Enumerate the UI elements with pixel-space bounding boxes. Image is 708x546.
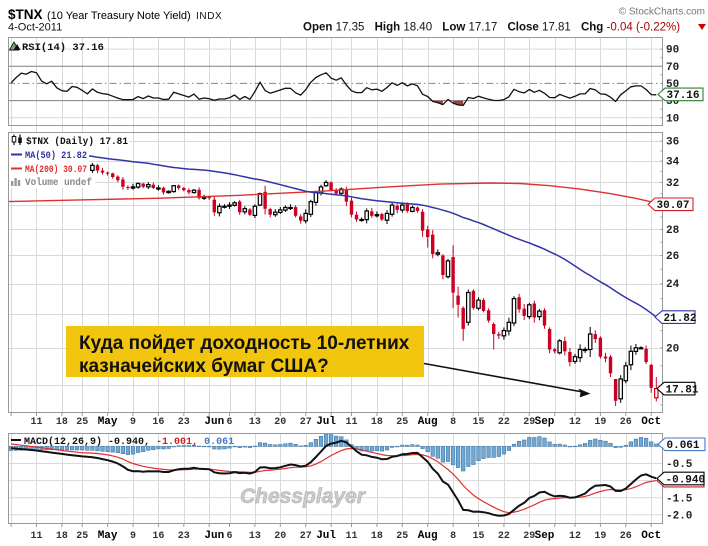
svg-text:23: 23 xyxy=(178,531,190,542)
svg-text:MA(50) 21.82: MA(50) 21.82 xyxy=(25,150,87,162)
svg-text:16: 16 xyxy=(152,417,164,428)
svg-text:32: 32 xyxy=(666,178,679,190)
svg-text:(10 Year Treasury Note Yield): (10 Year Treasury Note Yield) xyxy=(47,10,191,22)
svg-text:Jun: Jun xyxy=(204,416,224,428)
svg-text:-0.940: -0.940 xyxy=(666,474,706,486)
svg-text:25: 25 xyxy=(76,531,88,542)
svg-text:20: 20 xyxy=(274,531,286,542)
svg-text:90: 90 xyxy=(666,45,679,57)
svg-text:29: 29 xyxy=(523,417,535,428)
svg-text:Chessplayer: Chessplayer xyxy=(240,485,367,508)
svg-text:18: 18 xyxy=(371,531,383,542)
svg-text:9: 9 xyxy=(130,417,136,428)
svg-text:казначейских бумаг США?: казначейских бумаг США? xyxy=(79,356,329,377)
svg-text:11: 11 xyxy=(345,531,357,542)
svg-text:11: 11 xyxy=(345,417,357,428)
svg-text:13: 13 xyxy=(249,417,261,428)
svg-text:0.061: 0.061 xyxy=(667,440,700,452)
svg-text:Jul: Jul xyxy=(316,416,336,428)
svg-text:18: 18 xyxy=(56,531,68,542)
svg-text:Jul: Jul xyxy=(316,530,336,542)
svg-text:RSI(14) 37.16: RSI(14) 37.16 xyxy=(22,42,104,54)
svg-text:Куда пойдет доходность 10-летн: Куда пойдет доходность 10-летних xyxy=(79,333,410,354)
svg-text:70: 70 xyxy=(666,62,679,74)
svg-text:17.81: 17.81 xyxy=(666,384,699,396)
svg-text:29: 29 xyxy=(523,531,535,542)
svg-text:23: 23 xyxy=(178,417,190,428)
svg-text:Sep: Sep xyxy=(535,416,555,428)
svg-text:Aug: Aug xyxy=(418,530,438,542)
svg-text:Aug: Aug xyxy=(418,416,438,428)
svg-text:May: May xyxy=(98,530,118,542)
svg-text:Sep: Sep xyxy=(535,530,555,542)
svg-text:Open 17.35 High 18.40 Low 17.1: Open 17.35 High 18.40 Low 17.17 Close 17… xyxy=(303,22,680,34)
svg-text:Jun: Jun xyxy=(204,530,224,542)
svg-text:22: 22 xyxy=(498,417,510,428)
svg-text:-2.0: -2.0 xyxy=(666,510,692,522)
svg-text:12: 12 xyxy=(569,531,581,542)
svg-text:11: 11 xyxy=(30,531,42,542)
svg-text:34: 34 xyxy=(666,157,680,169)
svg-text:36: 36 xyxy=(666,137,679,149)
svg-text:-1.5: -1.5 xyxy=(666,493,693,505)
svg-text:27: 27 xyxy=(300,417,312,428)
svg-text:INDX: INDX xyxy=(196,11,222,22)
svg-text:6: 6 xyxy=(226,417,232,428)
svg-text:22: 22 xyxy=(498,531,510,542)
svg-text:20: 20 xyxy=(274,417,286,428)
svg-text:37.16: 37.16 xyxy=(667,90,700,102)
svg-text:Oct: Oct xyxy=(641,416,661,428)
svg-text:8: 8 xyxy=(450,417,456,428)
svg-text:$TNX: $TNX xyxy=(8,7,43,22)
svg-text:6: 6 xyxy=(226,531,232,542)
svg-text:9: 9 xyxy=(130,531,136,542)
svg-text:-0.5: -0.5 xyxy=(666,459,693,471)
svg-text:May: May xyxy=(98,416,118,428)
svg-text:16: 16 xyxy=(152,531,164,542)
svg-text:8: 8 xyxy=(450,531,456,542)
svg-text:19: 19 xyxy=(594,417,606,428)
svg-text:18: 18 xyxy=(371,417,383,428)
svg-text:24: 24 xyxy=(666,279,680,291)
svg-text:25: 25 xyxy=(76,417,88,428)
svg-text:Oct: Oct xyxy=(641,530,661,542)
svg-text:28: 28 xyxy=(666,225,680,237)
svg-text:26: 26 xyxy=(620,417,632,428)
svg-text:30.07: 30.07 xyxy=(657,200,690,212)
svg-text:18: 18 xyxy=(56,417,68,428)
svg-text:MACD(12,26,9) -0.940, -1.001,: MACD(12,26,9) -0.940, -1.001, 0.061 xyxy=(24,436,234,448)
svg-text:26: 26 xyxy=(666,251,679,263)
svg-text:MA(200) 30.07: MA(200) 30.07 xyxy=(25,164,87,176)
svg-text:25: 25 xyxy=(396,531,408,542)
svg-text:21.82: 21.82 xyxy=(664,313,697,325)
svg-text:20: 20 xyxy=(666,343,679,355)
svg-text:15: 15 xyxy=(472,417,484,428)
svg-text:10: 10 xyxy=(666,113,679,125)
svg-text:4-Oct-2011: 4-Oct-2011 xyxy=(8,22,62,34)
svg-text:12: 12 xyxy=(569,417,581,428)
svg-text:26: 26 xyxy=(620,531,632,542)
svg-text:27: 27 xyxy=(300,531,312,542)
svg-text:13: 13 xyxy=(249,531,261,542)
svg-text:19: 19 xyxy=(594,531,606,542)
svg-text:Volume undef: Volume undef xyxy=(25,177,92,189)
svg-text:11: 11 xyxy=(30,417,42,428)
svg-text:25: 25 xyxy=(396,417,408,428)
svg-text:15: 15 xyxy=(472,531,484,542)
svg-text:© StockCharts.com: © StockCharts.com xyxy=(619,7,705,18)
svg-text:$TNX (Daily) 17.81: $TNX (Daily) 17.81 xyxy=(26,136,128,148)
